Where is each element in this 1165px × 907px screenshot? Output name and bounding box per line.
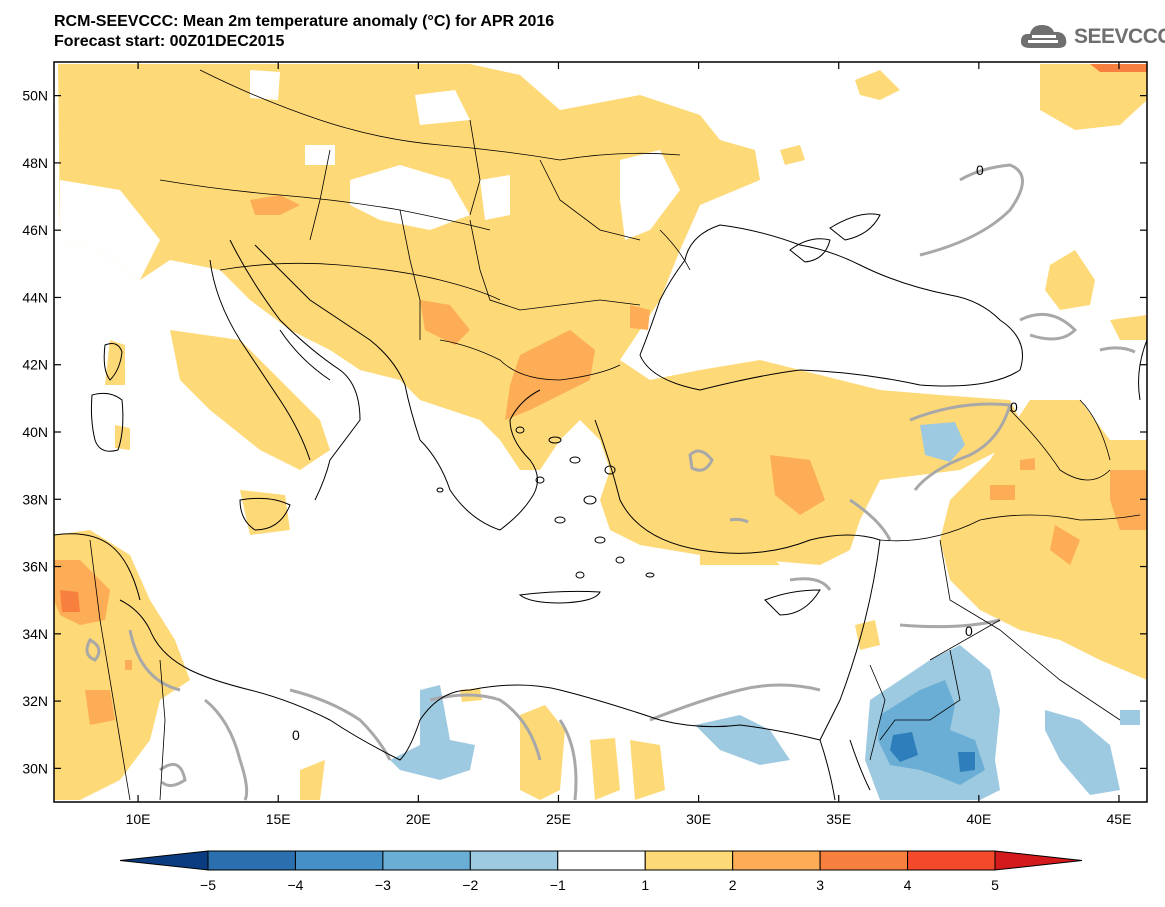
turkey-south-coast: [594, 419, 881, 554]
colorbar-label: 1: [641, 877, 649, 893]
colorbar-label: −3: [375, 877, 391, 893]
forecast-start: Forecast start: 00Z01DEC2015: [54, 33, 285, 50]
colorbar-box: [907, 850, 996, 871]
contour-labels: 0 0 0 0: [292, 162, 1018, 743]
lat-tick-label: 40N: [22, 424, 48, 440]
lat-tick-label: 48N: [22, 155, 48, 171]
anomaly-fill-cool3: [890, 732, 975, 772]
anomaly-fill-neutral: [60, 70, 1145, 525]
contour-label: 0: [1010, 399, 1018, 415]
lon-tick-label: 35E: [826, 811, 851, 827]
country-borders: [89, 69, 1141, 801]
colorbar-box: [294, 850, 384, 871]
lon-tick-label: 20E: [406, 811, 431, 827]
title-block: RCM-SEEVCCC: Mean 2m temperature anomaly…: [54, 12, 554, 52]
contour-label: 0: [292, 727, 300, 743]
map-title: RCM-SEEVCCC: Mean 2m temperature anomaly…: [54, 13, 555, 30]
italy-west-coast: [209, 259, 311, 461]
lat-tick-label: 50N: [22, 88, 48, 104]
adriatic-east-coast: [254, 244, 421, 441]
caspian-coast: [1138, 339, 1147, 401]
lat-tick-label: 36N: [22, 559, 48, 575]
lon-tick-label: 10E: [126, 811, 151, 827]
red-sea-gulfs: [819, 739, 871, 801]
longitude-axis: 10E 15E 20E 25E 30E 35E 40E 45E: [126, 62, 1132, 827]
map-plot-area: 0 0 0 0: [54, 64, 1147, 801]
black-sea-coast: [639, 224, 1023, 391]
colorbar-box: [207, 850, 296, 871]
levant-coast: [819, 539, 881, 741]
sardinia-coast: [90, 392, 124, 452]
crete-coast: [518, 590, 601, 604]
latitude-axis: 30N 32N 34N 36N 38N 40N 42N 44N 46N 48N 50N: [22, 88, 1147, 776]
lon-tick-label: 40E: [966, 811, 991, 827]
colorbar-label: −5: [200, 877, 216, 893]
lat-tick-label: 46N: [22, 222, 48, 238]
anomaly-fill-warm1: [54, 64, 1147, 800]
sicily-coast: [239, 497, 291, 531]
colorbar-arrow-high: [994, 850, 1083, 871]
crimea-coast: [789, 238, 831, 263]
greece-coast: [419, 389, 541, 531]
contour-label: 0: [965, 623, 973, 639]
coastlines: [54, 213, 1147, 801]
contour-label: 0: [976, 162, 984, 178]
colorbar-arrow-low: [119, 850, 209, 871]
lat-tick-label: 42N: [22, 357, 48, 373]
colorbar-label: −1: [550, 877, 566, 893]
italy-coast: [229, 239, 361, 501]
aegean-islands: [436, 426, 655, 579]
colorbar-box: [557, 850, 646, 871]
colorbar-label: −2: [462, 877, 478, 893]
colorbar-box: [469, 850, 559, 871]
lat-tick-label: 30N: [22, 760, 48, 776]
colorbar-box: [732, 850, 821, 871]
lon-tick-label: 25E: [546, 811, 571, 827]
seevccc-logo: SEEVCCC: [1018, 22, 1165, 52]
colorbar-label: −4: [287, 877, 303, 893]
north-africa-coast: [119, 599, 821, 761]
colorbar-box: [819, 850, 909, 871]
colorbar-label: 5: [991, 877, 999, 893]
colorbar-box: [382, 850, 471, 871]
lat-tick-label: 44N: [22, 289, 48, 305]
colorbar-label: 2: [729, 877, 737, 893]
lat-tick-label: 32N: [22, 693, 48, 709]
tunisia-coast: [54, 533, 141, 601]
colorbar: −5 −4 −3 −2 −1 1 2 3 4 5: [119, 850, 1083, 893]
azov-coast: [829, 213, 881, 241]
zero-contours: [85, 163, 1136, 801]
cyprus-coast: [764, 589, 821, 616]
colorbar-box: [644, 850, 734, 871]
lat-tick-label: 38N: [22, 491, 48, 507]
lon-tick-label: 30E: [686, 811, 711, 827]
lon-tick-label: 15E: [266, 811, 291, 827]
lon-tick-label: 45E: [1107, 811, 1132, 827]
corsica-coast: [103, 343, 123, 381]
lat-tick-label: 34N: [22, 626, 48, 642]
cloud-icon: [1020, 25, 1067, 48]
colorbar-label: 4: [904, 877, 912, 893]
logo-text: SEEVCCC: [1074, 25, 1165, 48]
colorbar-label: 3: [816, 877, 824, 893]
